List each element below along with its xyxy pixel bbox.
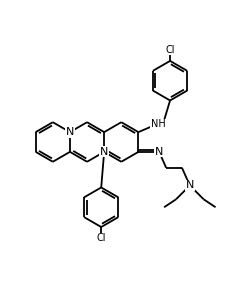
Text: NH: NH [151, 119, 166, 129]
Text: N: N [66, 127, 74, 137]
Text: N: N [155, 147, 163, 157]
Text: N: N [100, 147, 108, 157]
Text: Cl: Cl [96, 233, 106, 243]
Text: N: N [186, 180, 194, 191]
Text: Cl: Cl [165, 45, 175, 55]
